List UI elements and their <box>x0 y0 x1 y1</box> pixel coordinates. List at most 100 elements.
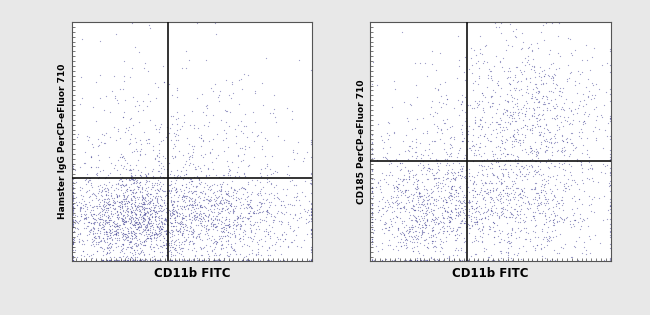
Point <box>101 175 112 180</box>
Point <box>411 235 422 240</box>
Point <box>171 247 181 252</box>
Point <box>532 96 542 101</box>
Point <box>146 224 156 229</box>
Point <box>528 105 538 110</box>
Point <box>102 240 112 245</box>
Point <box>138 216 149 221</box>
Point <box>79 199 90 204</box>
Point <box>111 32 121 37</box>
Point <box>547 196 558 201</box>
Point <box>375 177 385 182</box>
Point <box>380 199 391 204</box>
Point <box>69 205 79 210</box>
Point <box>233 215 243 220</box>
Point <box>495 137 506 142</box>
Point <box>293 224 304 229</box>
Point <box>209 207 219 212</box>
Point <box>129 180 139 185</box>
Point <box>448 184 459 189</box>
Point <box>482 157 492 162</box>
Point <box>367 238 377 243</box>
Point <box>441 235 452 240</box>
Point <box>211 213 221 218</box>
Point <box>457 201 467 206</box>
Point <box>450 246 461 251</box>
Point <box>87 197 98 202</box>
Point <box>181 213 191 218</box>
Point <box>480 215 491 220</box>
Point <box>109 254 120 259</box>
Point <box>488 187 498 192</box>
Point <box>192 258 203 263</box>
Point <box>396 30 407 35</box>
Point <box>508 132 519 137</box>
Point <box>153 226 164 231</box>
Point <box>125 176 136 181</box>
Point <box>126 131 136 136</box>
Point <box>94 235 105 240</box>
Point <box>148 175 159 180</box>
Point <box>93 215 103 220</box>
Point <box>122 258 133 263</box>
Point <box>168 192 179 198</box>
Point <box>190 210 201 215</box>
Point <box>426 191 436 196</box>
Point <box>542 106 552 111</box>
Point <box>149 208 159 213</box>
Point <box>414 255 424 261</box>
Point <box>109 232 119 237</box>
Point <box>453 194 463 199</box>
Point <box>604 211 615 216</box>
Point <box>148 194 159 199</box>
Point <box>99 107 109 112</box>
Point <box>132 237 142 242</box>
Point <box>503 171 514 176</box>
Point <box>533 89 543 94</box>
Point <box>250 183 261 188</box>
Point <box>68 190 78 195</box>
Point <box>378 205 389 210</box>
Point <box>129 187 139 192</box>
Point <box>68 236 78 241</box>
Point <box>187 152 197 157</box>
Point <box>503 255 514 260</box>
Point <box>169 184 179 189</box>
Point <box>266 214 276 219</box>
Point <box>442 208 452 213</box>
Point <box>400 237 411 242</box>
Point <box>132 244 142 249</box>
Point <box>228 221 239 226</box>
Point <box>222 181 232 186</box>
Point <box>507 119 517 124</box>
Point <box>202 215 213 220</box>
Point <box>180 175 190 180</box>
Point <box>524 200 534 205</box>
Point <box>87 240 98 245</box>
Point <box>174 239 185 244</box>
Point <box>508 105 519 110</box>
Point <box>367 222 377 227</box>
Point <box>125 256 135 261</box>
Point <box>102 237 112 242</box>
Point <box>508 194 518 199</box>
Point <box>279 229 289 234</box>
Point <box>171 228 181 233</box>
Point <box>546 76 556 81</box>
Point <box>447 144 457 149</box>
Point <box>513 157 523 162</box>
Point <box>195 168 205 173</box>
Point <box>436 219 447 224</box>
Point <box>113 215 124 220</box>
Point <box>470 98 480 103</box>
Point <box>262 257 272 262</box>
Point <box>177 214 187 219</box>
Point <box>195 203 205 208</box>
Point <box>469 185 480 190</box>
Point <box>495 58 505 63</box>
Point <box>532 149 543 154</box>
Point <box>558 245 568 250</box>
Point <box>279 138 289 143</box>
Point <box>486 76 496 81</box>
Point <box>118 221 129 226</box>
Point <box>126 214 136 219</box>
